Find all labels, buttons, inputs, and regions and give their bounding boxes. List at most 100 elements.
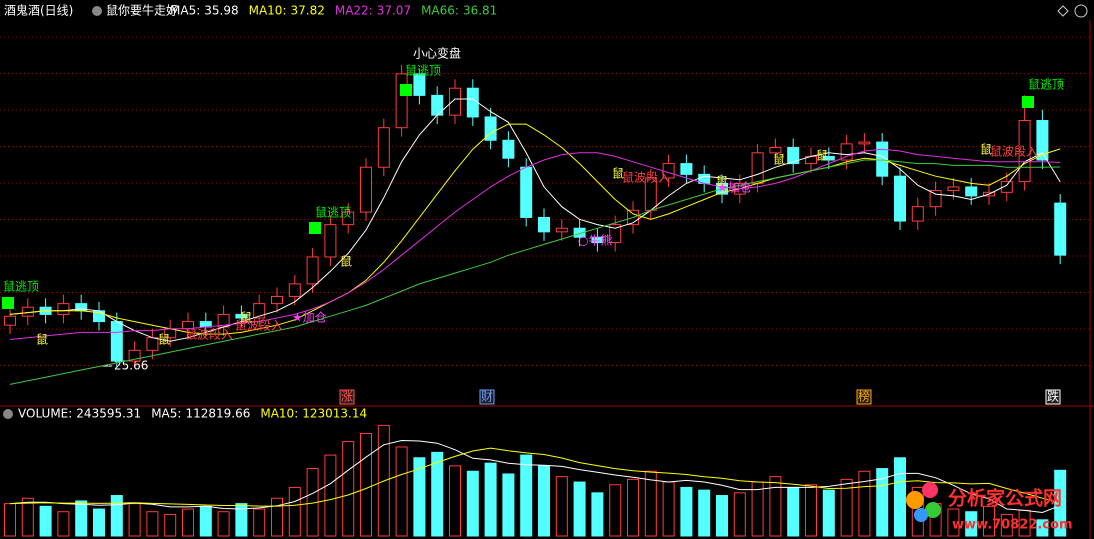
annotation: 鼠逃顶 [3,280,39,294]
candle-body [377,127,390,168]
volume-bar [288,486,301,537]
volume-bar [360,432,372,537]
volume-bar [822,489,835,537]
volume-bar [858,470,871,537]
volume-bar [253,508,266,537]
volume-bar [538,465,550,537]
volume-bar [662,481,675,537]
legend-value: 37.07 [377,4,411,18]
volume-bar [57,511,70,537]
candle-body [271,295,283,305]
volume-bar [591,492,604,537]
volume-bar [787,486,800,537]
date-marker: 跌 [1047,389,1059,404]
logo-petal [925,502,941,518]
volume-bar [342,441,355,537]
watermark-title: 分析家公式网 [948,487,1062,510]
volume-bar [449,465,461,537]
logo-petal [922,482,938,498]
volume-bar [413,457,426,537]
volume-bar [573,481,586,537]
annotation: 鼠 [773,153,785,167]
volume-bar [21,497,34,537]
menu-icon[interactable] [92,6,102,16]
candle-body [21,306,34,317]
candle-body [395,73,408,129]
signal-box [309,222,321,234]
volume-bar [431,451,444,537]
marker-box [339,389,355,405]
candle-body [1054,202,1067,256]
candle-body [929,190,942,208]
candle-body [110,321,123,362]
settings-icon[interactable] [1074,4,1088,18]
volume-bar [751,481,764,537]
candle-body [128,349,141,362]
legend-value: 36.81 [463,4,497,18]
volume-bar [75,500,88,537]
candle-body [466,87,479,118]
legend-value: 112819.66 [185,407,250,421]
volume-bar [733,492,746,537]
candle-body [520,166,533,218]
legend-label: MA22: [335,4,373,18]
ma-line [9,148,1061,340]
watermark: 分析家公式网 www.70822.com [906,482,1073,533]
annotation: ★加仓 [717,181,752,195]
candle-body [787,146,800,165]
ma-line [9,123,1061,335]
annotation: 鼠逃顶 [315,206,351,220]
volume-bar [947,508,960,537]
date-marker: 涨 [341,389,353,404]
candle-body [484,116,497,141]
candle-body [1036,120,1049,161]
legend-label: MA5: [151,407,181,421]
volume-bar [1000,513,1013,537]
volume-bar [644,470,657,537]
candle-body [555,227,568,233]
volume-bar [876,468,889,537]
volume-bar [484,462,497,537]
diamond-icon[interactable] [1057,5,1069,17]
volume-bar [271,497,283,537]
volume-bar [146,511,159,537]
logo-petal [906,491,924,509]
candle-body [769,146,782,154]
signal-box [2,297,14,309]
volume-bar [1054,469,1067,537]
annotation: 鼠波段入 [235,318,283,333]
volume-bar [716,495,728,537]
marker-box [856,389,872,405]
candle-body [840,143,853,161]
annotation: ★加仓 [292,311,327,325]
annotation: 鼠波段入 [185,327,233,342]
volume-bar [555,476,568,537]
candle-body [288,283,301,297]
annotation: 鼠波段入 [990,144,1038,159]
candle-body [947,186,960,192]
formula-name: 鼠你要牛走好 [106,3,178,18]
menu-icon[interactable] [3,409,13,419]
volume-bar [128,503,141,537]
candle-body [1018,120,1031,183]
date-marker: 榜 [858,389,870,404]
stock-title: 酒鬼酒(日线) [4,3,73,18]
ma-line [9,447,1061,507]
candle-body [573,227,586,238]
ma-line [9,439,1061,514]
annotation: 鼠逃顶 [1028,78,1064,92]
volume-bar [609,484,622,537]
legend-value: 243595.31 [76,407,141,421]
annotation: 鼠 [980,143,992,157]
volume-bar [805,484,817,537]
annotation: 鼠 [340,255,352,269]
volume-bar [680,486,693,537]
volume-bar [235,503,248,537]
volume-bar [1036,519,1049,537]
watermark-url: www.70822.com [952,518,1073,533]
candle-body [751,152,764,184]
candle-body [1000,181,1013,193]
annotation: 鼠 [36,333,48,347]
